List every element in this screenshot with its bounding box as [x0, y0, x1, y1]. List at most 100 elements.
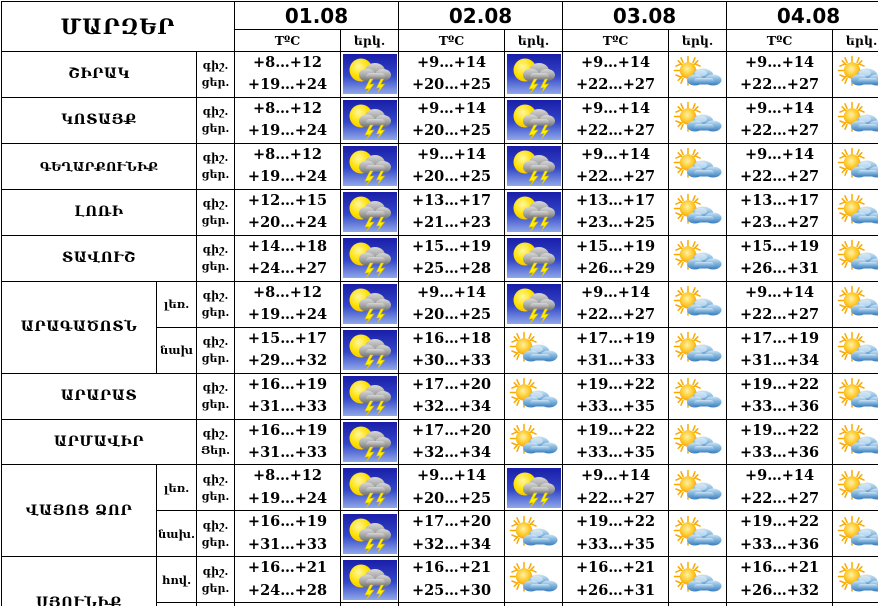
day-temp: +33…+36 [739, 443, 820, 461]
sun-cloud-icon [835, 238, 878, 278]
region-name: ԿՈՏԱՅՔ [1, 96, 197, 144]
day-temp: +23…+25 [575, 214, 656, 232]
date-header-2: 02.08 [398, 1, 564, 30]
temp-cell-day2: +17…+20 +32…+34 [398, 372, 506, 420]
night-label: գիշ. [202, 289, 229, 303]
day-temp: +31…+33 [247, 443, 328, 461]
temp-cell-day2: +9…+14 +20…+25 [398, 51, 506, 98]
temp-cell-day1: +12…+15 +20…+24 [234, 188, 341, 236]
night-label: գիշ. [202, 151, 229, 165]
night-label: գիշ. [202, 472, 229, 486]
temp-cell-day3: +17…+19 +31…+33 [562, 326, 670, 374]
sky-cell-day4 [832, 464, 878, 512]
daynight-labels: գիշ. ցեր. [196, 51, 235, 98]
sun-cloud-icon [671, 54, 725, 94]
date-header-1: 01.08 [233, 1, 400, 30]
temp-cell-day3: +9…+14 +22…+27 [562, 96, 670, 144]
sky-cell-day4 [832, 602, 878, 606]
temp-cell-day3: +19…+22 +33…+35 [562, 372, 670, 420]
temp-cell-day3: +16…+21 +26…+31 [562, 556, 670, 604]
day-label: ցեր. [201, 398, 230, 412]
sky-cell-day3 [668, 51, 728, 98]
night-temp: +9…+14 [745, 283, 815, 301]
day-temp: +22…+27 [739, 489, 820, 507]
sun-cloud-icon [671, 100, 725, 140]
sky-cell-day3 [668, 556, 728, 604]
subregion-name: լեռ. [156, 280, 197, 328]
sun-cloud-icon [835, 468, 878, 508]
night-temp: +9…+14 [580, 54, 651, 71]
night-temp: +16…+19 [247, 513, 328, 531]
temp-cell-day4: +9…+14 +22…+27 [726, 142, 834, 190]
temp-cell-day4: +17…+19 +31…+34 [726, 326, 834, 374]
night-temp: +13…+17 [575, 191, 656, 209]
sun-cloud-icon [835, 330, 878, 370]
subregion-name: նախ [156, 326, 197, 374]
night-temp: +9…+14 [416, 99, 487, 117]
day-temp: +26…+29 [575, 260, 656, 278]
table-row: ԼՈՌԻ գիշ. ցեր. +12…+15 +20…+24 +13…+17 +21…+23… [1, 188, 878, 236]
sky-cell-day2 [504, 556, 564, 604]
day-temp: +22…+27 [739, 122, 820, 140]
night-temp: +8…+12 [252, 54, 323, 71]
day-temp: +33…+36 [739, 535, 820, 553]
daynight-labels: գիշ. ցեր. [196, 96, 235, 144]
sky-cell-day2 [504, 96, 564, 144]
temp-cell-day4: +9…+14 +22…+27 [726, 96, 834, 144]
temp-subheader-2: TºC [398, 29, 506, 52]
temp-cell-day4: +9…+14 +22…+27 [726, 51, 834, 98]
temp-cell-day2: +17…+20 +32…+34 [398, 418, 506, 466]
sky-cell-day4 [832, 234, 878, 282]
night-label: գիշ. [202, 564, 229, 578]
sun-cloud-icon [835, 560, 878, 600]
temp-cell-day1: +8…+12 +19…+24 [234, 280, 341, 328]
sun-cloud-lightning-icon [342, 559, 397, 600]
sky-subheader-3: երկ. [668, 29, 728, 52]
table-row: ՍՅՈՒՆԻՔ հով. գիշ. ցեր. +16…+21 +24…+28 +16…+21… [1, 556, 878, 606]
temp-cell-day3: +19…+22 +33…+35 [562, 510, 670, 558]
night-temp: +16…+21 [411, 559, 492, 577]
temp-cell-day3: +13…+17 +23…+25 [562, 188, 670, 236]
table-row: ԿՈՏԱՅՔ գիշ. ցեր. +8…+12 +19…+24 +9…+14 +20…+25… [1, 96, 878, 144]
table-row: ՇԻՐԱԿ գիշ. ցեր. +8…+12 +19…+24 +9…+14 +20…+25 +… [1, 51, 878, 98]
sky-cell-day4 [832, 96, 878, 144]
sun-cloud-icon [507, 422, 561, 462]
day-label: ցեր. [201, 535, 230, 549]
night-temp: +15…+19 [575, 237, 656, 255]
day-temp: +25…+30 [411, 581, 492, 599]
temp-cell-day1: +16…+19 +31…+33 [234, 418, 341, 466]
sun-cloud-lightning-icon [342, 376, 397, 417]
sun-cloud-icon [507, 560, 561, 600]
temp-cell-day4: +15…+19 +26…+31 [726, 234, 834, 282]
night-temp: +9…+14 [745, 145, 815, 163]
night-temp: +16…+21 [739, 559, 820, 577]
night-temp: +12…+15 [247, 191, 328, 209]
day-temp: +22…+27 [739, 306, 820, 324]
sky-cell-day2 [504, 51, 564, 98]
daynight-labels: գիշ. ցեր. [196, 234, 235, 282]
temp-cell-day1: +8…+12 +19…+24 [234, 96, 341, 144]
sky-cell-day3 [668, 464, 728, 512]
day-temp: +33…+35 [575, 535, 656, 553]
temp-cell-day2: +15…+19 +25…+28 [398, 234, 506, 282]
sun-cloud-lightning-icon [342, 54, 397, 95]
night-temp: +17…+20 [411, 513, 492, 531]
temp-cell-day2: +9…+14 +20…+25 [398, 464, 506, 512]
sun-cloud-icon [671, 376, 725, 416]
day-temp: +22…+27 [575, 122, 656, 140]
region-name: ՍՅՈՒՆԻՔ [1, 556, 157, 606]
night-temp: +15…+17 [247, 329, 328, 347]
sky-cell-day2 [504, 280, 564, 328]
region-name: ԼՈՌԻ [1, 188, 197, 236]
day-temp: +24…+28 [247, 581, 328, 599]
day-label: ցեր. [201, 76, 230, 90]
sun-cloud-lightning-icon [506, 238, 561, 279]
night-temp: +17…+19 [575, 329, 656, 347]
daynight-labels: գիշ. Յեր. [196, 418, 235, 466]
sky-cell-day1 [339, 280, 400, 328]
night-temp: +8…+12 [252, 283, 323, 301]
temp-cell-day3: +15…+19 +26…+29 [562, 234, 670, 282]
